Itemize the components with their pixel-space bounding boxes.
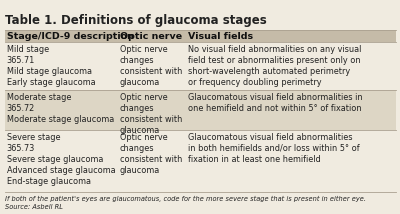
- Text: Glaucomatous visual field abnormalities in
one hemifield and not within 5° of fi: Glaucomatous visual field abnormalities …: [188, 92, 363, 113]
- Text: If both of the patient's eyes are glaucomatous, code for the more severe stage t: If both of the patient's eyes are glauco…: [5, 196, 366, 202]
- Bar: [5, 30, 396, 42]
- Text: Optic nerve
changes
consistent with
glaucoma: Optic nerve changes consistent with glau…: [120, 92, 182, 135]
- Text: Table 1. Definitions of glaucoma stages: Table 1. Definitions of glaucoma stages: [5, 14, 266, 27]
- Text: Optic nerve: Optic nerve: [120, 31, 182, 40]
- Text: Optic nerve
changes
consistent with
glaucoma: Optic nerve changes consistent with glau…: [120, 132, 182, 175]
- Text: No visual field abnormalities on any visual
field test or abnormalities present : No visual field abnormalities on any vis…: [188, 45, 361, 87]
- Bar: [5, 42, 396, 90]
- Text: Moderate stage
365.72
Moderate stage glaucoma: Moderate stage 365.72 Moderate stage gla…: [7, 92, 114, 124]
- Text: Mild stage
365.71
Mild stage glaucoma
Early stage glaucoma: Mild stage 365.71 Mild stage glaucoma Ea…: [7, 45, 96, 87]
- Text: Optic nerve
changes
consistent with
glaucoma: Optic nerve changes consistent with glau…: [120, 45, 182, 87]
- Text: Severe stage
365.73
Severe stage glaucoma
Advanced stage glaucoma
End-stage glau: Severe stage 365.73 Severe stage glaucom…: [7, 132, 116, 186]
- Bar: [5, 130, 396, 192]
- Bar: [5, 90, 396, 130]
- Text: Glaucomatous visual field abnormalities
in both hemifields and/or loss within 5°: Glaucomatous visual field abnormalities …: [188, 132, 360, 164]
- Text: Stage/ICD-9 description: Stage/ICD-9 description: [7, 31, 134, 40]
- Text: Visual fields: Visual fields: [188, 31, 253, 40]
- Text: Source: Asbell RL: Source: Asbell RL: [5, 204, 63, 210]
